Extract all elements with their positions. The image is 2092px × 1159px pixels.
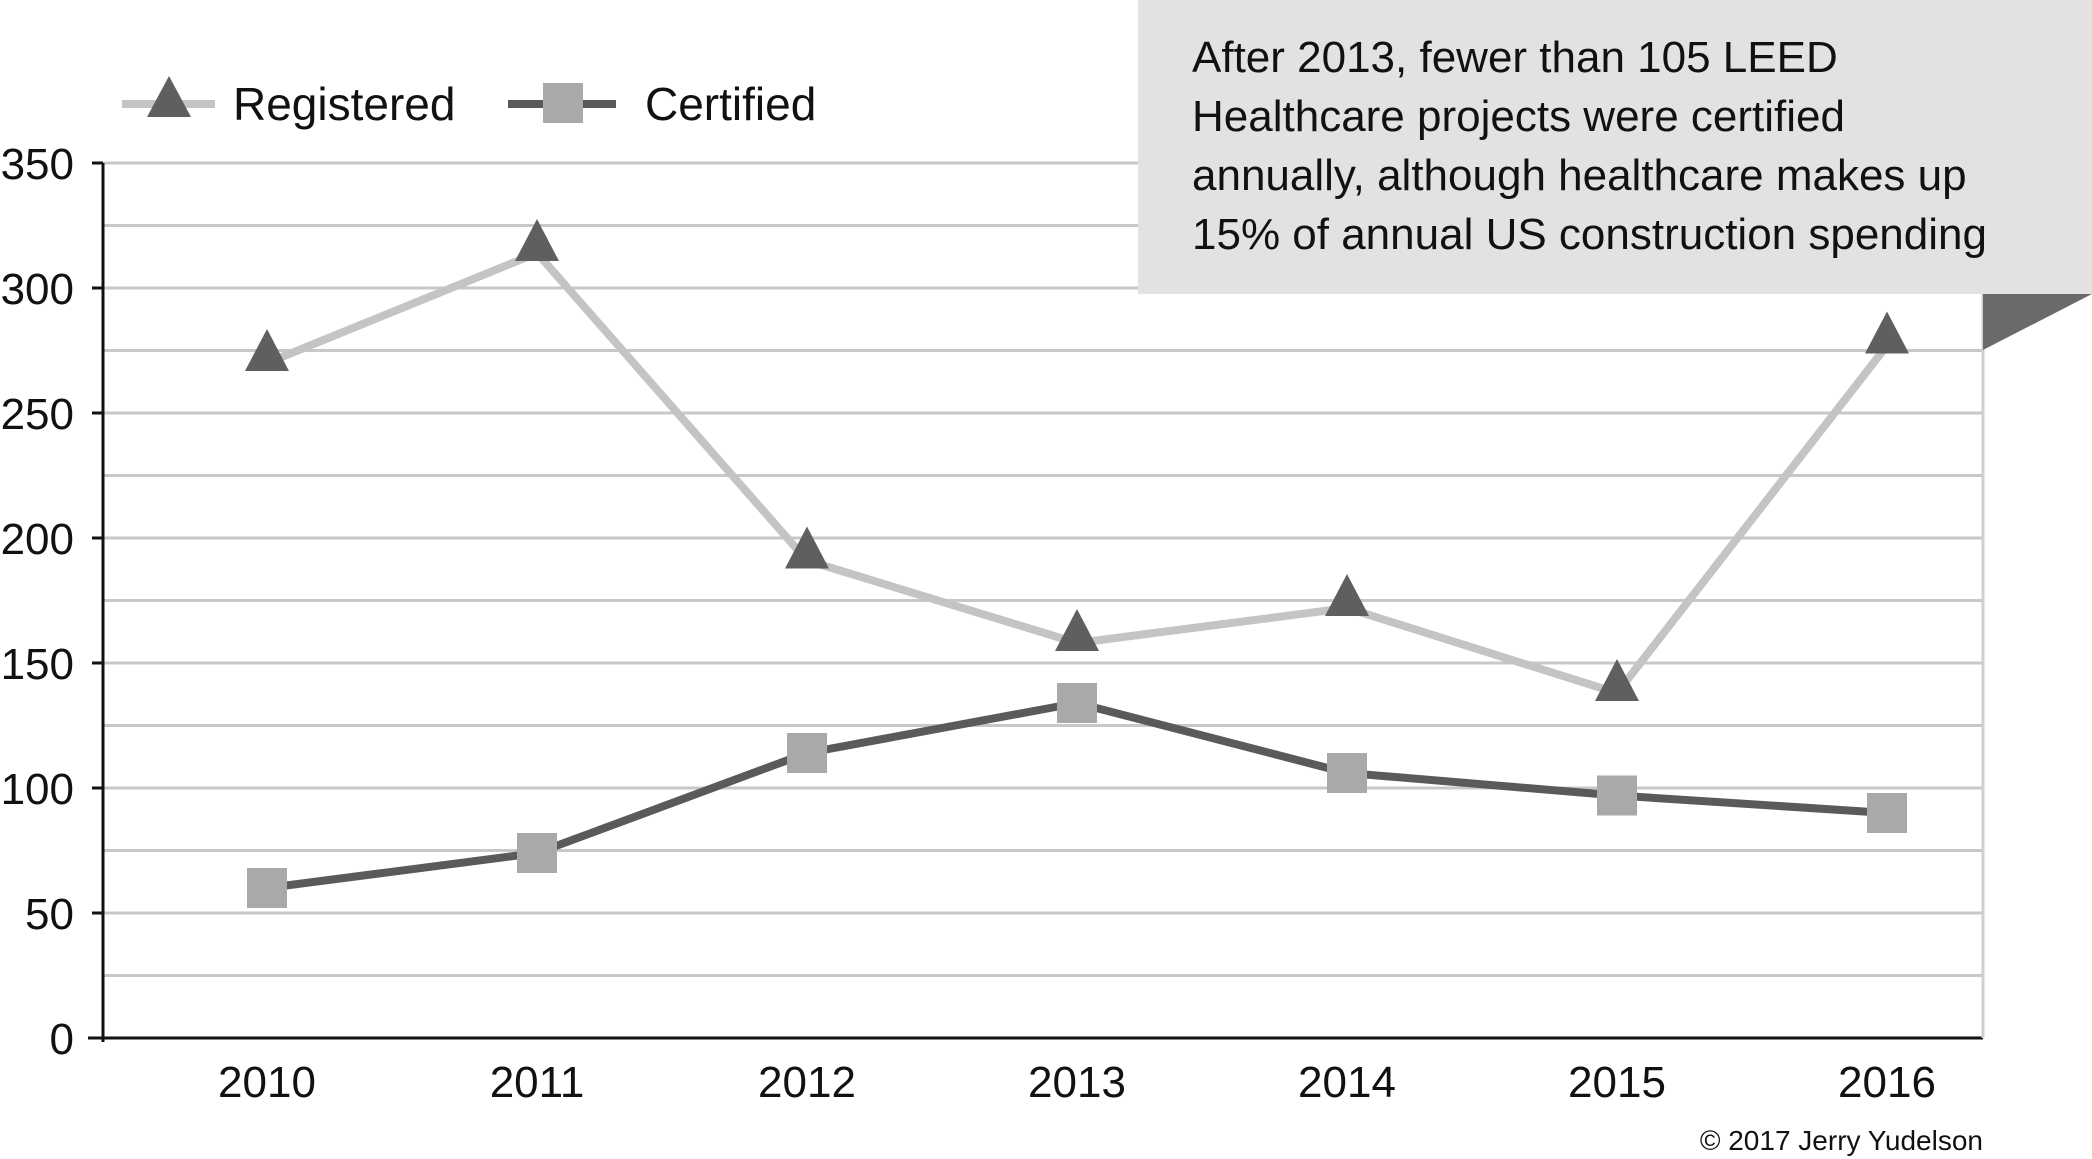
- registered-point-2014: [1325, 574, 1369, 616]
- registered-point-2010: [245, 329, 289, 371]
- registered-point-2013: [1055, 609, 1099, 651]
- x-tick-labels: 2010 2011 2012 2013 2014 2015 2016: [218, 1058, 1936, 1107]
- copyright-credit: © 2017 Jerry Yudelson: [1700, 1125, 1983, 1156]
- legend-certified-square-icon: [543, 83, 583, 123]
- registered-point-2012: [785, 526, 829, 569]
- legend-registered-label: Registered: [233, 78, 455, 130]
- callout-line-4: 15% of annual US construction spending: [1192, 210, 1987, 259]
- callout-pointer: [1983, 294, 2092, 350]
- y-tick-label: 200: [1, 515, 74, 564]
- certified-point-2016: [1867, 793, 1907, 833]
- legend: Registered Certified: [122, 76, 816, 130]
- series-line-certified: [266, 699, 1888, 892]
- x-tick-label: 2016: [1838, 1058, 1936, 1107]
- y-tick-label: 0: [50, 1015, 74, 1064]
- axes: [88, 163, 1985, 1042]
- certified-point-2012: [787, 733, 827, 773]
- x-tick-label: 2013: [1028, 1058, 1126, 1107]
- registered-point-2015: [1595, 659, 1639, 701]
- y-tick-label: 250: [1, 390, 74, 439]
- y-tick-label: 300: [1, 265, 74, 314]
- x-tick-label: 2010: [218, 1058, 316, 1107]
- x-tick-label: 2015: [1568, 1058, 1666, 1107]
- x-tick-label: 2011: [490, 1058, 585, 1107]
- certified-point-2011: [517, 833, 557, 873]
- certified-point-2014: [1327, 753, 1367, 793]
- y-tick-labels: 0 50 100 150 200 250 300 350: [1, 140, 103, 1064]
- certified-point-2010: [247, 868, 287, 908]
- x-tick-label: 2012: [758, 1058, 856, 1107]
- callout-line-2: Healthcare projects were certified: [1192, 92, 1845, 141]
- certified-point-2015: [1597, 775, 1637, 816]
- callout-line-3: annually, although healthcare makes up: [1192, 151, 1967, 200]
- callout-box: [1138, 0, 2092, 294]
- annotation-callout: After 2013, fewer than 105 LEED Healthca…: [1138, 0, 2092, 350]
- y-tick-label: 50: [25, 890, 74, 939]
- series-lines: [265, 249, 1891, 892]
- series-markers: [245, 219, 1909, 908]
- x-tick-label: 2014: [1298, 1058, 1396, 1107]
- legend-registered-triangle-icon: [147, 76, 191, 117]
- y-tick-label: 350: [1, 140, 74, 189]
- registered-point-2011: [515, 219, 559, 261]
- registered-point-2016: [1865, 311, 1909, 354]
- y-tick-label: 150: [1, 640, 74, 689]
- legend-certified-label: Certified: [645, 78, 816, 130]
- certified-point-2013: [1057, 683, 1097, 723]
- callout-line-1: After 2013, fewer than 105 LEED: [1192, 33, 1838, 82]
- y-tick-label: 100: [1, 765, 74, 814]
